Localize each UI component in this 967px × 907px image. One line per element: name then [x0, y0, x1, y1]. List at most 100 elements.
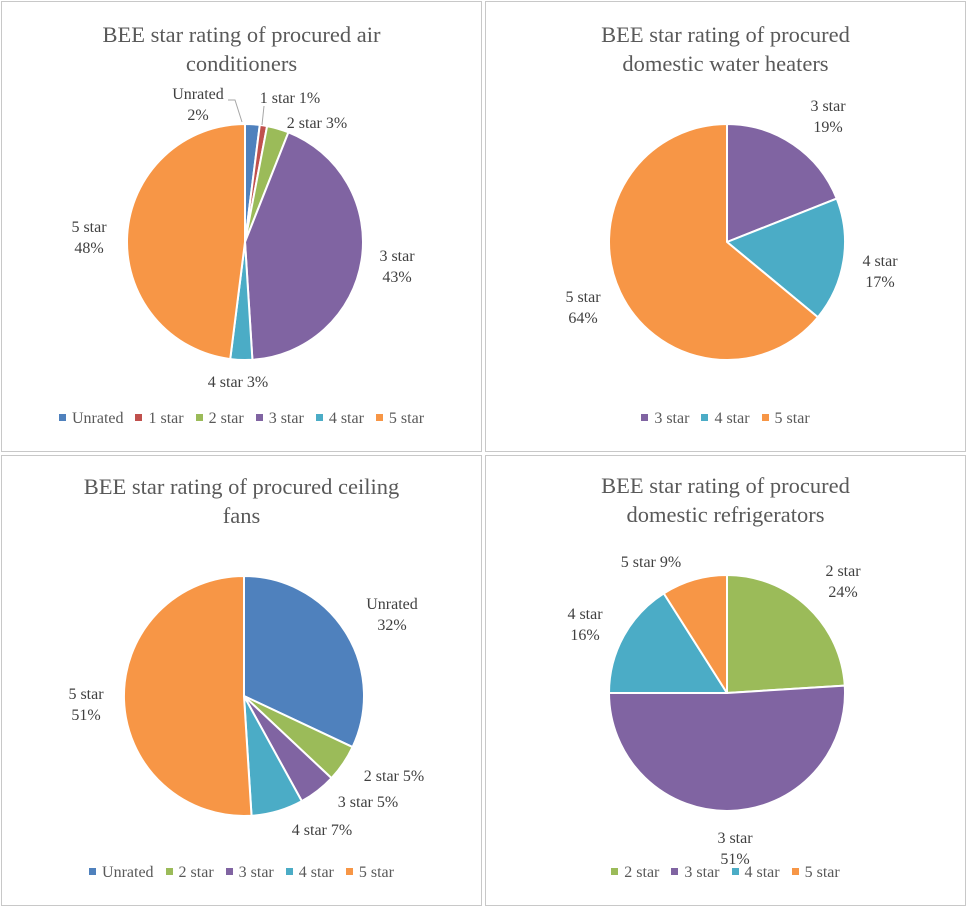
chart-title: domestic refrigerators	[626, 502, 824, 527]
legend-swatch	[285, 867, 293, 875]
legend-label: 5 star	[804, 864, 840, 881]
data-label-3-star: 3 star 5%	[338, 794, 398, 811]
legend-swatch	[195, 413, 203, 421]
legend-label: 4 star	[328, 410, 364, 427]
chart-title: BEE star rating of procured ceiling	[84, 474, 400, 499]
legend-swatch	[135, 413, 143, 421]
leader-line	[261, 105, 265, 126]
data-label-3-star: 3 star 19%	[810, 98, 846, 136]
leader-line	[228, 99, 243, 123]
legend-item-3-star: 3 star	[225, 864, 274, 882]
legend-label: 3 star	[268, 410, 304, 427]
legend-swatch	[641, 413, 649, 421]
legend-label: 5 star	[358, 864, 394, 881]
data-label-4-star: 4 star 3%	[208, 374, 268, 391]
data-label-4-star: 4 star 16%	[567, 606, 603, 644]
pie-slice-5-star	[662, 574, 728, 694]
pie-slice-3-star	[608, 684, 846, 812]
legend-item-3-star: 3 star	[255, 410, 304, 428]
pie-slice-4-star	[608, 592, 728, 694]
legend-label: 5 star	[388, 410, 425, 427]
data-label-1-star: 1 star 1%	[260, 90, 320, 107]
data-label-3-star: 3 star 43%	[379, 248, 415, 286]
pie-slice-5-star	[608, 123, 819, 361]
chart-title: conditioners	[186, 51, 297, 76]
legend-swatch	[89, 867, 97, 875]
chart-panel-refrigerators: BEE star rating of procured domestic refr…	[485, 455, 966, 906]
legend-item-4-star: 4 star	[731, 864, 780, 882]
data-label-3-star: 3 star 51%	[717, 830, 753, 868]
legend-item-2-star: 2 star	[165, 864, 214, 882]
legend-label: Unrated	[102, 864, 154, 881]
legend-item-4-star: 4 star	[701, 410, 750, 428]
data-label-5-star: 5 star 64%	[565, 289, 601, 327]
chart-panel-ceiling-fans: BEE star rating of procured ceiling fans U…	[1, 455, 482, 906]
legend-item-2-star: 2 star	[611, 864, 659, 882]
chart-title: BEE star rating of procured	[601, 473, 850, 498]
legend-item-4-star: 4 star	[315, 410, 364, 428]
chart-legend: 2 star 3 star 4 star 5 star	[486, 864, 965, 882]
legend-item-3-star: 3 star	[671, 864, 720, 882]
pie-slice-3-star	[726, 123, 838, 243]
data-label-unrated: Unrated 32%	[366, 596, 418, 634]
legend-swatch	[375, 413, 383, 421]
legend-swatch	[345, 867, 353, 875]
legend-label: 4 star	[744, 864, 780, 881]
pie-slice-unrated	[243, 575, 365, 749]
legend-swatch	[731, 867, 739, 875]
pie-slice-5-star	[122, 575, 253, 817]
legend-item-4-star: 4 star	[285, 864, 334, 882]
data-label-2-star: 2 star 24%	[825, 563, 861, 601]
legend-label: 4 star	[714, 410, 750, 427]
legend-item-5-star: 5 star	[791, 864, 840, 882]
pie-slice-3-star	[244, 131, 364, 361]
data-label-2-star: 2 star 5%	[364, 768, 424, 785]
legend-label: Unrated	[71, 410, 124, 427]
pie-chart-air-conditioners: BEE star rating of procured air condition…	[71, 22, 415, 391]
pie-slice-5-star	[126, 123, 246, 361]
chart-title: fans	[223, 503, 261, 528]
pie-slice-2-star	[726, 574, 846, 694]
chart-title: BEE star rating of procured air	[102, 22, 381, 47]
data-label-unrated: Unrated 2%	[172, 86, 224, 124]
data-label-5-star: 5 star 48%	[71, 219, 107, 257]
legend-swatch	[671, 867, 679, 875]
chart-legend: Unrated 2 star 3 star 4 star 5 star	[2, 864, 481, 882]
legend-label: 2 star	[208, 410, 244, 427]
legend-item-3-star: 3 star	[641, 410, 689, 428]
pie-slice-4-star	[726, 197, 846, 319]
pie-chart-ceiling-fans: BEE star rating of procured ceiling fans U…	[68, 474, 424, 839]
legend-swatch	[165, 867, 173, 875]
chart-panel-water-heaters: BEE star rating of procured domestic wate…	[485, 1, 966, 452]
chart-legend: Unrated 1 star 2 star 3 star 4 star 5 star	[2, 410, 481, 428]
pie-chart-refrigerators: BEE star rating of procured domestic refr…	[567, 473, 861, 868]
legend-item-2-star: 2 star	[195, 410, 244, 428]
legend-label: 3 star	[238, 864, 274, 881]
legend-item-unrated: Unrated	[58, 410, 124, 428]
legend-swatch	[761, 413, 769, 421]
legend-swatch	[315, 413, 323, 421]
legend-swatch	[611, 867, 619, 875]
legend-label: 2 star	[624, 864, 660, 881]
data-label-4-star: 4 star 17%	[862, 253, 898, 291]
legend-swatch	[225, 867, 233, 875]
legend-swatch	[58, 413, 66, 421]
data-label-2-star: 2 star 3%	[287, 115, 347, 132]
chart-panel-air-conditioners: BEE star rating of procured air condition…	[1, 1, 482, 452]
legend-item-5-star: 5 star	[761, 410, 810, 428]
legend-label: 1 star	[148, 410, 184, 427]
legend-label: 4 star	[298, 864, 334, 881]
chart-title: domestic water heaters	[622, 51, 828, 76]
data-label-4-star: 4 star 7%	[292, 822, 352, 839]
data-label-5-star: 5 star 51%	[68, 686, 104, 724]
legend-swatch	[701, 413, 709, 421]
legend-item-unrated: Unrated	[89, 864, 154, 882]
legend-label: 3 star	[654, 410, 690, 427]
legend-label: 2 star	[178, 864, 214, 881]
chart-title: BEE star rating of procured	[601, 22, 850, 47]
legend-item-1-star: 1 star	[135, 410, 184, 428]
legend-swatch	[255, 413, 263, 421]
legend-label: 5 star	[774, 410, 810, 427]
legend-item-5-star: 5 star	[345, 864, 394, 882]
legend-label: 3 star	[684, 864, 720, 881]
